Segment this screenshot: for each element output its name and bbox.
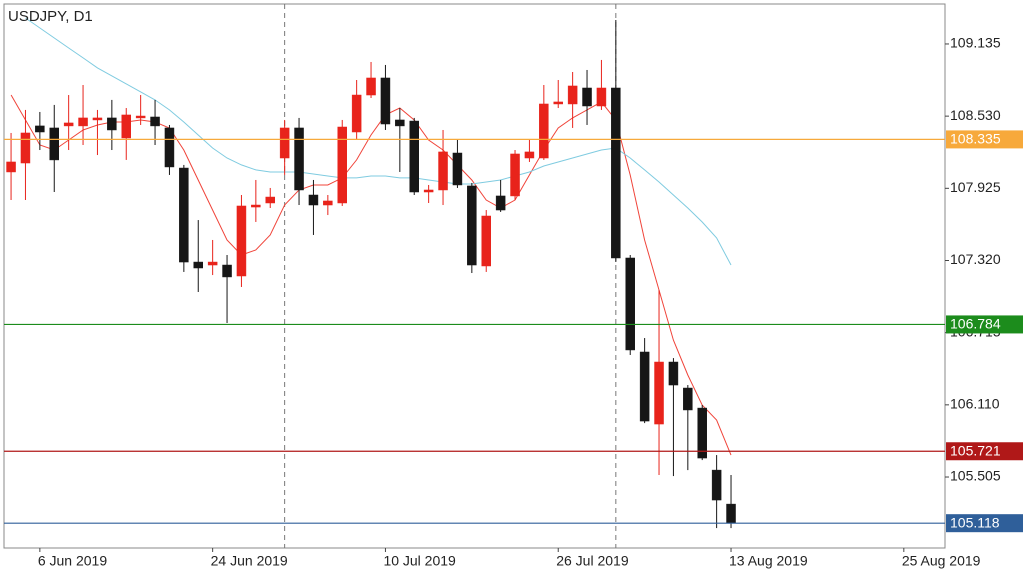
candle-body [121,114,132,139]
price-level-label: 106.784 [950,316,1001,332]
candle-body [495,195,506,211]
candle-body [711,469,722,501]
candle-body [481,215,491,267]
candle-body [380,77,391,125]
price-level-tag [946,442,1023,461]
price-level-tag [946,315,1023,334]
candle-body [92,117,103,121]
axes: 109.135108.530107.925107.320106.715106.1… [38,35,1023,569]
candle-body [35,125,45,133]
candle-body [438,151,448,191]
price-level-label: 105.118 [950,514,1000,530]
candle-body [683,387,693,411]
candle-body [294,127,304,191]
y-tick-label: 107.320 [950,251,1001,267]
candle-body [164,127,175,168]
candle-body [697,407,707,459]
candle-body [265,196,275,204]
plot-frame [3,3,946,549]
candle-body [366,77,376,96]
candle-body [135,115,146,119]
candle-body [251,204,261,208]
x-tick-label: 6 Jun 2019 [38,553,107,569]
candle-body [20,132,31,164]
candle-body [567,85,578,105]
candle-body [409,120,419,193]
candle-body [6,161,16,173]
x-tick-label: 24 Jun 2019 [211,553,288,569]
candle-body [524,151,535,159]
candle-body [423,189,434,193]
candle-body [351,94,362,133]
x-tick-label: 10 Jul 2019 [383,553,456,569]
y-tick-label: 105.505 [950,468,1001,484]
candle-body [78,117,88,127]
y-tick-label: 107.925 [950,179,1001,195]
candle-body [337,126,347,204]
price-level-label: 108.335 [950,131,1001,147]
candle-body [236,205,247,277]
candle-body [611,87,621,259]
candle-body [308,194,319,206]
price-level-label: 105.721 [950,442,1001,458]
candle-body [510,153,520,197]
candle-body [596,87,607,107]
candle-body [582,87,592,107]
x-tick-label: 13 Aug 2019 [729,553,808,569]
candle-body [639,351,650,422]
candle-body [193,261,203,269]
candle-body [668,361,679,386]
x-tick-label: 25 Aug 2019 [902,553,981,569]
candle-body [63,122,74,127]
y-tick-label: 106.110 [950,396,1000,412]
candle-body [553,101,563,105]
candle-body [395,119,405,127]
candle-body [625,257,635,351]
y-tick-label: 108.530 [950,107,1001,123]
y-tick-label: 109.135 [950,35,1001,51]
price-level-tag [946,130,1023,149]
chart-title: USDJPY, D1 [8,8,93,25]
price-level-tag [946,514,1023,533]
candle-body [107,117,117,131]
candle-body [179,167,189,263]
candle-body [539,103,549,159]
candle-body [207,261,218,266]
candle-body [49,127,60,161]
candle-body [452,152,463,186]
candle-body [222,264,232,278]
moving-average-line [10,94,732,456]
candle-body [654,361,664,425]
candle-body [150,116,160,127]
candle-body [467,185,477,266]
plot-area [4,4,945,548]
candle-body [726,503,736,524]
candle-body [279,127,290,159]
x-tick-label: 26 Jul 2019 [556,553,629,569]
candle-body [323,200,333,206]
